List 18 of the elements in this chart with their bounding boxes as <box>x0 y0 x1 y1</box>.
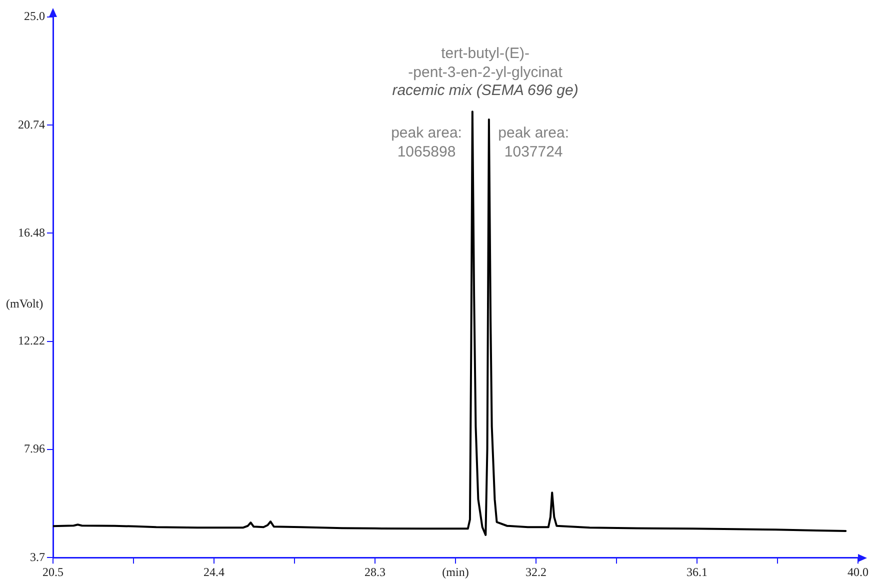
annotation: peak area: 1037724 <box>498 124 570 161</box>
x-tick-label: 32.2 <box>526 564 546 579</box>
annotation: tert-butyl-(E)- -pent-3-en-2-yl-glycinat <box>408 45 564 82</box>
x-tick-label: 24.4 <box>204 564 224 579</box>
y-tick-label: 20.74 <box>18 117 45 132</box>
annotation: peak area: 1065898 <box>391 124 462 161</box>
x-tick-label: 28.3 <box>364 564 386 579</box>
x-tick-label: 20.5 <box>42 564 64 579</box>
y-tick-label: 7.96 <box>24 442 45 456</box>
x-tick-label: 36.1 <box>686 564 708 579</box>
x-axis-title: (min) <box>442 564 469 579</box>
y-tick-label: 16.48 <box>18 225 45 240</box>
annotation: racemic mix (SEMA 696 ge) <box>392 82 578 100</box>
x-tick-label: 40.0 <box>848 564 868 579</box>
y-tick-label: 12.22 <box>18 334 45 348</box>
y-tick-label: 3.7 <box>30 550 45 564</box>
y-axis-title: (mVolt) <box>6 296 44 310</box>
y-tick-label: 25.0 <box>24 9 45 24</box>
